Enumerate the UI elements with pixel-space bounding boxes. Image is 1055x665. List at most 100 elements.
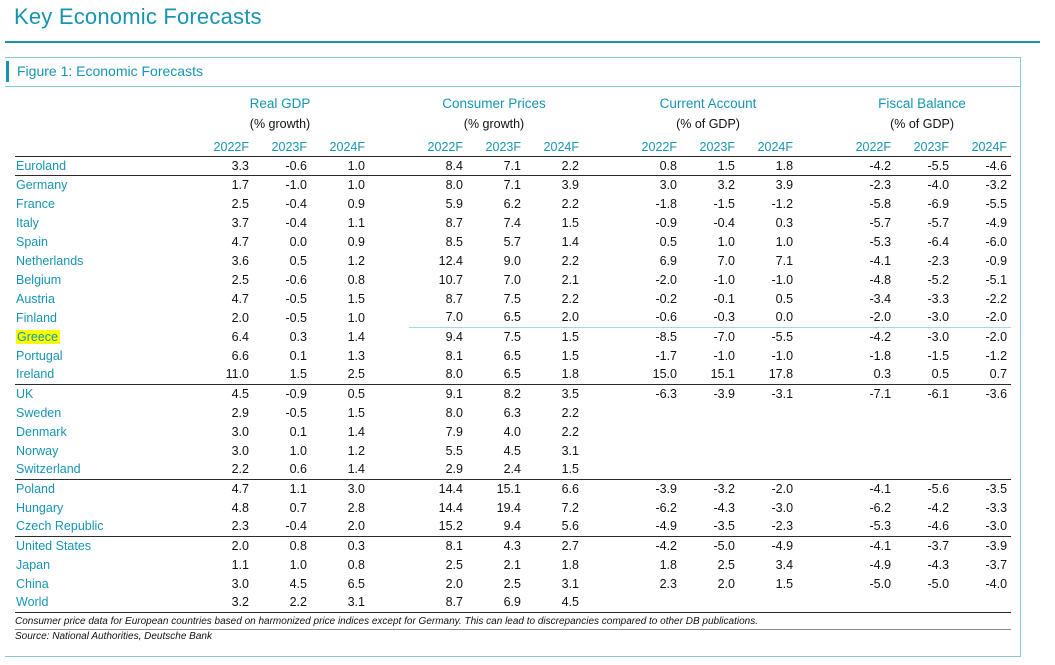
value-cell: -2.3 — [869, 177, 892, 192]
value-cell: -1.0 — [713, 272, 735, 287]
value-cell: -4.1 — [869, 481, 892, 496]
year-header: 2023F — [895, 134, 954, 157]
spacer-cell — [797, 194, 837, 213]
country-label: Czech Republic — [16, 519, 104, 534]
value-cell: 1.0 — [289, 557, 307, 572]
spacer-cell — [369, 365, 409, 385]
value-cell: 2.5 — [717, 557, 735, 572]
country-label: Poland — [16, 481, 55, 496]
year-header: 2024F — [739, 134, 798, 157]
value-cell: 6.5 — [467, 308, 525, 328]
value-cell: 7.9 — [445, 424, 463, 439]
value-cell: 2.5 — [231, 196, 249, 211]
country-cell: Portugal — [15, 346, 195, 365]
value-cell: -3.9 — [985, 538, 1008, 553]
value-cell: 6.4 — [231, 329, 249, 344]
country-cell: Spain — [15, 232, 195, 251]
country-cell: Japan — [15, 555, 195, 574]
group-subtitle: (% of GDP) — [890, 117, 954, 131]
spacer-cell — [797, 460, 838, 480]
spacer-cell — [583, 574, 623, 593]
spacer-cell — [369, 517, 409, 537]
value-cell: -1.8 — [869, 348, 892, 363]
value-cell: -2.0 — [953, 308, 1012, 328]
year-header: 2023F — [681, 134, 739, 157]
country-label: Netherlands — [16, 253, 84, 268]
value-cell: -4.2 — [655, 538, 677, 553]
value-cell — [681, 441, 739, 460]
value-cell: 0.6 — [253, 460, 311, 480]
value-cell: 2.3 — [659, 576, 677, 591]
value-cell: -5.7 — [869, 215, 892, 230]
spacer-cell — [797, 574, 837, 593]
value-cell — [681, 593, 739, 613]
value-cell: -0.1 — [713, 291, 735, 306]
spacer-cell — [583, 555, 623, 574]
value-cell — [953, 593, 1012, 613]
value-cell: 7.2 — [561, 500, 579, 515]
value-cell: 7.4 — [503, 215, 521, 230]
spacer-cell — [369, 593, 409, 613]
spacer-cell — [369, 289, 409, 308]
year-header: 2022F — [195, 134, 253, 157]
table-row: Germany 1.7 -1.0 1.0 8.0 7.1 3.9 3.0 3.2 3.9 -2.3 -… — [15, 175, 1011, 194]
value-cell: -4.0 — [927, 177, 950, 192]
value-cell: 0.5 — [289, 253, 307, 268]
value-cell: 15.1 — [681, 365, 739, 385]
figure-bottom-border — [5, 656, 1021, 657]
value-cell: 19.4 — [496, 500, 521, 515]
value-cell: -4.9 — [623, 517, 681, 537]
value-cell: 7.1 — [503, 177, 521, 192]
table-row: Spain 4.7 0.0 0.9 8.5 5.7 1.4 0.5 1.0 1.0 -5.3 -6.4… — [15, 232, 1011, 251]
value-cell: 2.5 — [231, 272, 249, 287]
country-label: Finland — [16, 310, 57, 325]
group-subtitle: (% growth) — [249, 117, 311, 131]
spacer-cell — [797, 308, 838, 328]
value-cell: 0.5 — [775, 291, 794, 306]
value-cell: -4.6 — [953, 156, 1012, 176]
value-cell: 0.9 — [347, 234, 365, 249]
value-cell: -3.3 — [985, 500, 1008, 515]
spacer-cell — [797, 270, 837, 289]
country-cell: Belgium — [15, 270, 195, 289]
table-row: Poland 4.7 1.1 3.0 14.4 15.1 6.6 -3.9 -3.2 -2.0 -4… — [15, 479, 1011, 498]
table-row: Switzerland 2.2 0.6 1.4 2.9 2.4 1.5 — [15, 460, 1012, 480]
table-row: Hungary 4.8 0.7 2.8 14.4 19.4 7.2 -6.2 -4.3 -3.0 -… — [15, 498, 1011, 517]
country-cell: Finland — [15, 308, 195, 327]
value-cell: -0.6 — [623, 308, 681, 328]
value-cell: 9.1 — [445, 386, 463, 401]
value-cell: 1.5 — [347, 291, 365, 306]
value-cell: 6.5 — [347, 576, 365, 591]
value-cell — [623, 422, 681, 441]
country-cell: Sweden — [15, 403, 195, 422]
value-cell — [953, 403, 1011, 422]
value-cell: -6.9 — [927, 196, 950, 211]
value-cell: 3.1 — [561, 443, 579, 458]
value-cell: 1.8 — [659, 557, 677, 572]
value-cell: 0.5 — [895, 365, 954, 385]
value-cell: 0.3 — [289, 329, 307, 344]
value-cell — [895, 403, 953, 422]
country-cell: Italy — [15, 213, 195, 232]
spacer-cell — [369, 156, 409, 176]
table-row: United States 2.0 0.8 0.3 8.1 4.3 2.7 -4.2 -5.0 -… — [15, 536, 1011, 555]
value-cell: 6.9 — [467, 593, 525, 613]
country-cell: United States — [15, 536, 195, 555]
value-cell: 2.9 — [231, 405, 249, 420]
value-cell — [739, 460, 798, 480]
value-cell: -5.3 — [869, 234, 892, 249]
spacer-cell — [583, 289, 623, 308]
spacer-cell — [369, 213, 409, 232]
value-cell: 3.0 — [347, 481, 365, 496]
value-cell: -3.0 — [771, 500, 794, 515]
value-cell: -6.3 — [655, 386, 677, 401]
value-cell: 1.2 — [347, 443, 365, 458]
value-cell: 6.5 — [503, 348, 521, 363]
value-cell: 15.0 — [623, 365, 681, 385]
value-cell: 0.0 — [289, 234, 307, 249]
value-cell: -0.9 — [985, 253, 1008, 268]
value-cell: 8.7 — [445, 215, 463, 230]
value-cell — [681, 422, 739, 441]
value-cell: 2.2 — [561, 253, 579, 268]
value-cell: 8.4 — [409, 156, 467, 176]
